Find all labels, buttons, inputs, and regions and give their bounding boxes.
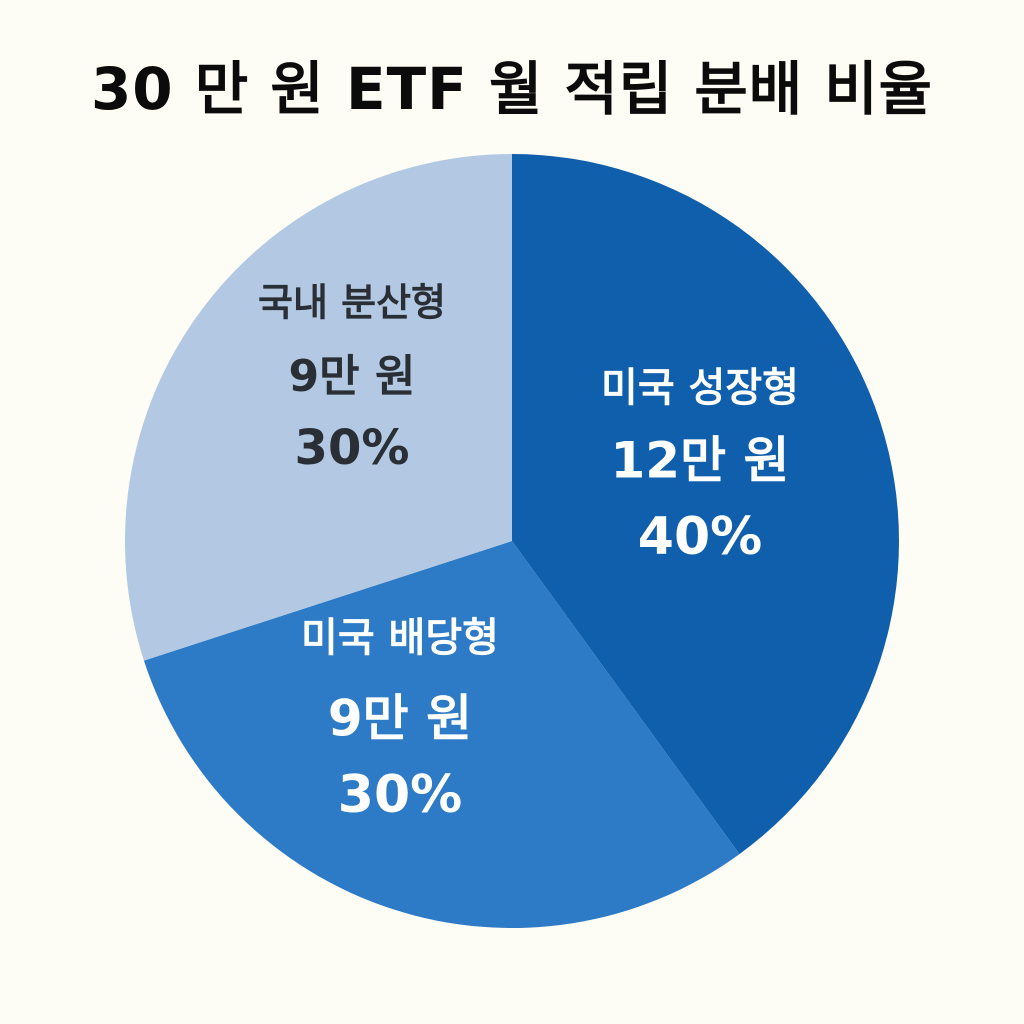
us-growth-slice-amount-label: 12만 원 bbox=[611, 432, 790, 490]
us-growth-slice-name-label: 미국 성장형 bbox=[601, 365, 799, 411]
pie-slice-us-dividend bbox=[143, 541, 740, 928]
domestic-diversified-slice-name-label: 국내 분산형 bbox=[258, 281, 446, 325]
us-dividend-slice-percent-label: 30% bbox=[338, 765, 462, 825]
pie-slices bbox=[124, 154, 899, 928]
chart-title: 30 만 원 ETF 월 적립 분배 비율 bbox=[90, 55, 934, 123]
us-growth-slice-percent-label: 40% bbox=[638, 507, 762, 567]
pie-slice-us-growth bbox=[512, 154, 899, 855]
domestic-diversified-slice-percent-label: 30% bbox=[295, 420, 410, 476]
pie-slice-domestic-diversified bbox=[124, 154, 513, 661]
domestic-diversified-slice-amount-label: 9만 원 bbox=[289, 351, 416, 402]
us-dividend-slice-amount-label: 9만 원 bbox=[328, 690, 472, 748]
us-dividend-slice-name-label: 미국 배당형 bbox=[301, 615, 499, 661]
pie-labels: 미국 성장형 12만 원 40% 미국 배당형 9만 원 30% 국내 분산형 9만 원 30% bbox=[258, 281, 799, 826]
